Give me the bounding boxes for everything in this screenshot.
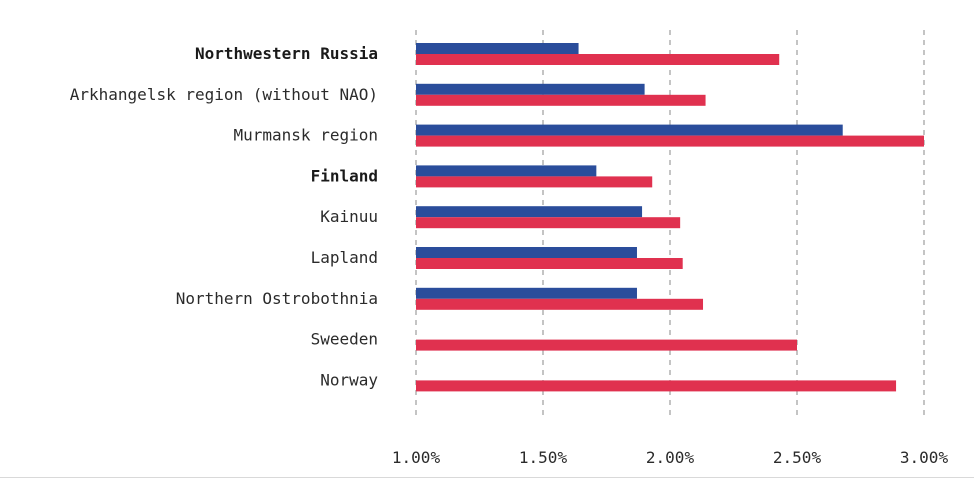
category-label: Northern Ostrobothnia [176,289,378,308]
category-label: Murmansk region [234,126,379,145]
category-label: Finland [311,166,378,185]
x-tick-label: 2.00% [646,448,695,467]
x-tick-label: 3.00% [900,448,949,467]
bar-red [416,135,924,147]
bar-blue [416,165,597,177]
bar-red [416,94,706,106]
bar-red [416,298,704,310]
bar-red [416,176,653,188]
category-label: Arkhangelsk region (without NAO) [70,85,378,104]
category-label: Norway [320,370,378,389]
category-label: Kainuu [320,207,378,226]
x-tick-label: 2.50% [773,448,822,467]
x-axis-tick-labels: 1.00% 1.50% 2.00% 2.50% 3.00% [392,448,949,467]
x-tick-label: 1.00% [392,448,441,467]
category-labels: Northwestern Russia Arkhangelsk region (w… [70,44,379,389]
bottom-divider [0,477,974,478]
x-tick-label: 1.50% [519,448,568,467]
bar-blue [416,83,645,95]
bar-red [416,258,683,269]
bars [416,43,924,392]
bar-blue [416,206,643,218]
bar-blue [416,287,637,299]
category-label: Northwestern Russia [195,44,378,63]
bar-blue [416,43,579,54]
bar-red [416,380,897,392]
bar-blue [416,124,843,136]
bar-red [416,217,681,229]
category-label: Sweeden [311,330,378,349]
bar-red [416,54,780,65]
bar-blue [416,247,637,258]
category-label: Lapland [311,248,378,267]
bar-red [416,339,797,351]
